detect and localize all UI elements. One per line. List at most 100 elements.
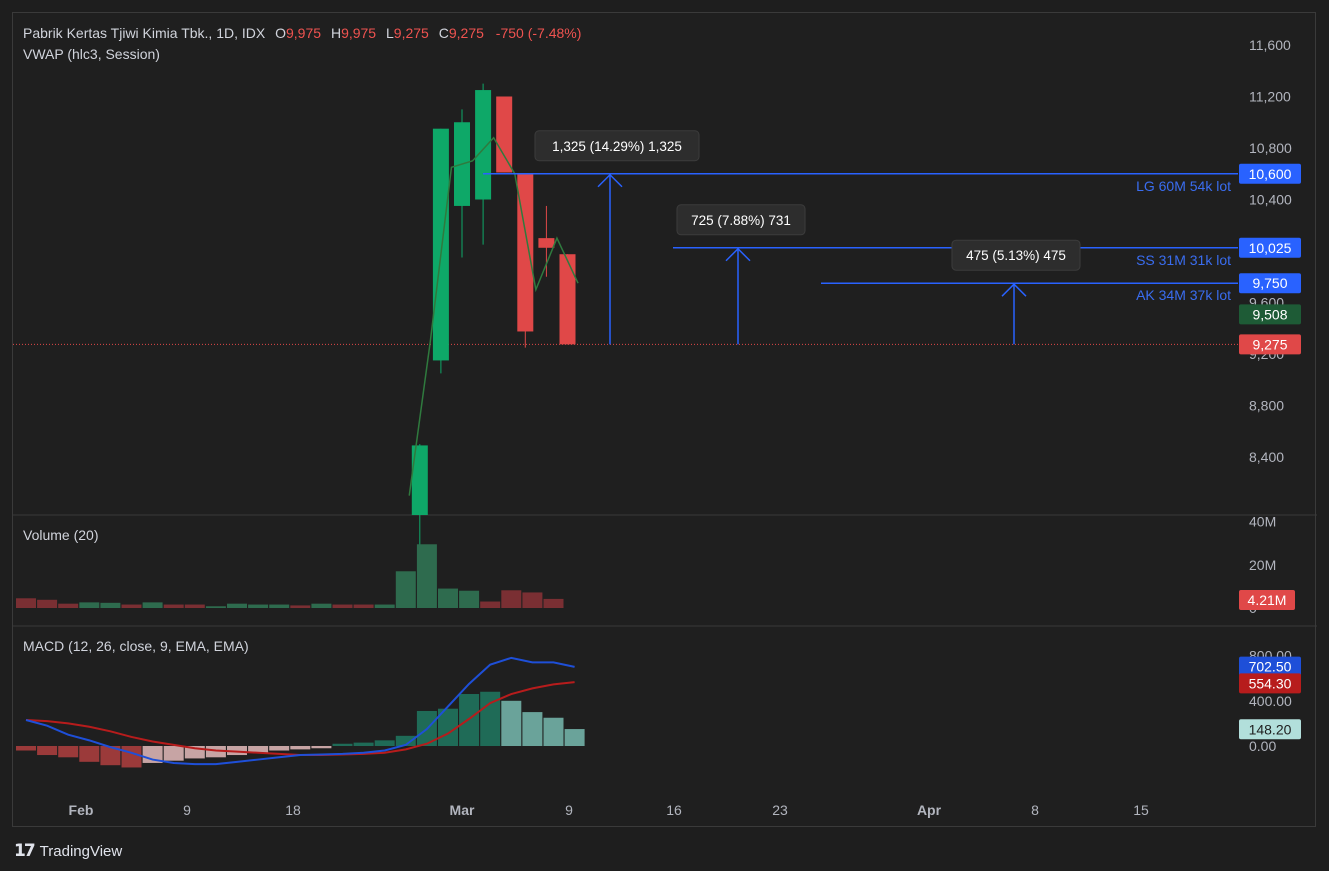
x-tick-label: Mar bbox=[450, 802, 475, 818]
macd-line bbox=[25, 656, 575, 766]
macd-badge-text: 148.20 bbox=[1249, 721, 1292, 737]
header-legend: Pabrik Kertas Tjiwi Kimia Tbk., 1D, IDX … bbox=[23, 25, 581, 41]
macd-badge-text: 554.30 bbox=[1249, 675, 1292, 691]
macd-title: MACD (12, 26, close, 9, EMA, EMA) bbox=[23, 638, 249, 654]
macd-histogram-bar bbox=[163, 746, 184, 761]
macd-histogram-bar bbox=[543, 717, 564, 746]
brand-name: TradingView bbox=[39, 842, 123, 860]
macd-histogram-bar bbox=[522, 712, 543, 746]
macd-badge-text: 702.50 bbox=[1249, 659, 1292, 675]
measure-label: 1,325 (14.29%) 1,325 bbox=[552, 139, 682, 154]
macd-histogram-bar bbox=[353, 742, 374, 746]
macd-histogram-bar bbox=[501, 700, 522, 746]
branding[interactable]: 𝟭𝟳 TradingView bbox=[14, 841, 122, 861]
macd-histogram-bar bbox=[248, 746, 269, 753]
volume-bar bbox=[522, 592, 543, 608]
macd-tick-label: 0.00 bbox=[1249, 738, 1276, 754]
macd-histogram-bar bbox=[480, 691, 501, 746]
macd-histogram-bar bbox=[16, 746, 36, 751]
macd-histogram-bar bbox=[290, 746, 311, 750]
volume-bar bbox=[332, 604, 353, 608]
measure-box bbox=[951, 239, 1081, 271]
price-tick-label: 11,200 bbox=[1249, 89, 1291, 105]
close-label: C bbox=[439, 25, 449, 41]
measure-arrowhead bbox=[597, 173, 623, 188]
macd-badge bbox=[1239, 656, 1301, 677]
level-label: AK 34M 37k lot bbox=[1136, 287, 1231, 303]
price-tick-label: 8,800 bbox=[1249, 398, 1284, 414]
price-badge-text: 9,275 bbox=[1252, 336, 1287, 352]
macd-histogram-bar bbox=[37, 746, 58, 756]
macd-histogram-bar bbox=[395, 735, 416, 746]
price-tick-label: 10,400 bbox=[1249, 192, 1292, 208]
volume-bar bbox=[438, 588, 458, 608]
level-price-badge bbox=[1239, 273, 1301, 294]
volume-bar bbox=[100, 602, 121, 608]
macd-histogram-bar bbox=[121, 746, 142, 768]
volume-tick-label: 40M bbox=[1249, 514, 1276, 530]
volume-bar bbox=[416, 544, 437, 608]
candle-body bbox=[475, 90, 492, 200]
macd-histogram-bar bbox=[58, 746, 79, 758]
volume-tick-label: 20M bbox=[1249, 557, 1276, 573]
x-tick-label: 9 bbox=[183, 802, 191, 818]
measure-label: 725 (7.88%) 731 bbox=[691, 213, 791, 228]
volume-bar bbox=[501, 590, 522, 608]
macd-histogram-bar bbox=[100, 746, 121, 766]
level-price-badge-text: 9,750 bbox=[1252, 275, 1287, 291]
candle-body bbox=[432, 128, 449, 361]
volume-bar bbox=[459, 590, 480, 608]
vwap-line bbox=[408, 136, 579, 496]
volume-bar bbox=[480, 601, 501, 608]
x-tick-label: 18 bbox=[285, 802, 301, 818]
candle-body bbox=[411, 445, 428, 515]
price-tick-label: 10,800 bbox=[1249, 140, 1292, 156]
level-price-badge bbox=[1239, 237, 1301, 258]
macd-tick-label: 400.00 bbox=[1249, 693, 1292, 709]
measure-label: 475 (5.13%) 475 bbox=[966, 248, 1066, 263]
price-badge-text: 9,508 bbox=[1252, 306, 1287, 322]
measure-box bbox=[676, 204, 806, 236]
chart-frame[interactable]: Pabrik Kertas Tjiwi Kimia Tbk., 1D, IDX … bbox=[12, 12, 1317, 828]
candle-body bbox=[496, 96, 513, 173]
price-badge bbox=[1239, 334, 1301, 355]
macd-badge bbox=[1239, 673, 1301, 694]
volume-bar bbox=[163, 604, 184, 608]
x-tick-label: Feb bbox=[69, 802, 94, 818]
open-value: 9,975 bbox=[286, 25, 321, 41]
macd-histogram-bar bbox=[332, 743, 353, 746]
level-price-badge-text: 10,600 bbox=[1249, 166, 1292, 182]
low-value: 9,275 bbox=[394, 25, 429, 41]
measure-arrowhead bbox=[1001, 283, 1027, 297]
volume-bar bbox=[543, 598, 564, 608]
trading-chart[interactable]: Pabrik Kertas Tjiwi Kimia Tbk., 1D, IDX … bbox=[13, 13, 1317, 828]
candle-body bbox=[538, 238, 555, 248]
x-tick-label: Apr bbox=[917, 802, 942, 818]
macd-histogram-bar bbox=[374, 740, 395, 746]
x-tick-label: 15 bbox=[1133, 802, 1149, 818]
level-label: SS 31M 31k lot bbox=[1136, 252, 1231, 268]
tradingview-logo-icon: 𝟭𝟳 bbox=[14, 841, 36, 860]
high-value: 9,975 bbox=[341, 25, 376, 41]
level-label: LG 60M 54k lot bbox=[1136, 178, 1231, 194]
volume-badge-text: 4.21M bbox=[1248, 592, 1287, 608]
level-price-badge-text: 10,025 bbox=[1249, 240, 1292, 256]
volume-bar bbox=[248, 604, 269, 608]
volume-title: Volume (20) bbox=[23, 527, 98, 543]
measure-arrowhead bbox=[725, 247, 751, 262]
price-tick-label: 8,400 bbox=[1249, 449, 1284, 465]
indicator-label: VWAP (hlc3, Session) bbox=[23, 46, 160, 62]
volume-bar bbox=[311, 603, 332, 608]
price-badge bbox=[1239, 304, 1301, 325]
macd-histogram-bar bbox=[311, 746, 332, 749]
change-value: -750 (-7.48%) bbox=[496, 25, 582, 41]
level-price-badge bbox=[1239, 163, 1301, 184]
volume-bar bbox=[37, 599, 58, 608]
close-value: 9,275 bbox=[449, 25, 484, 41]
volume-bar bbox=[58, 603, 79, 608]
macd-histogram-bar bbox=[79, 746, 100, 762]
volume-badge bbox=[1239, 590, 1295, 610]
volume-bar bbox=[184, 604, 205, 608]
low-label: L bbox=[386, 25, 394, 41]
volume-bar bbox=[374, 604, 395, 608]
